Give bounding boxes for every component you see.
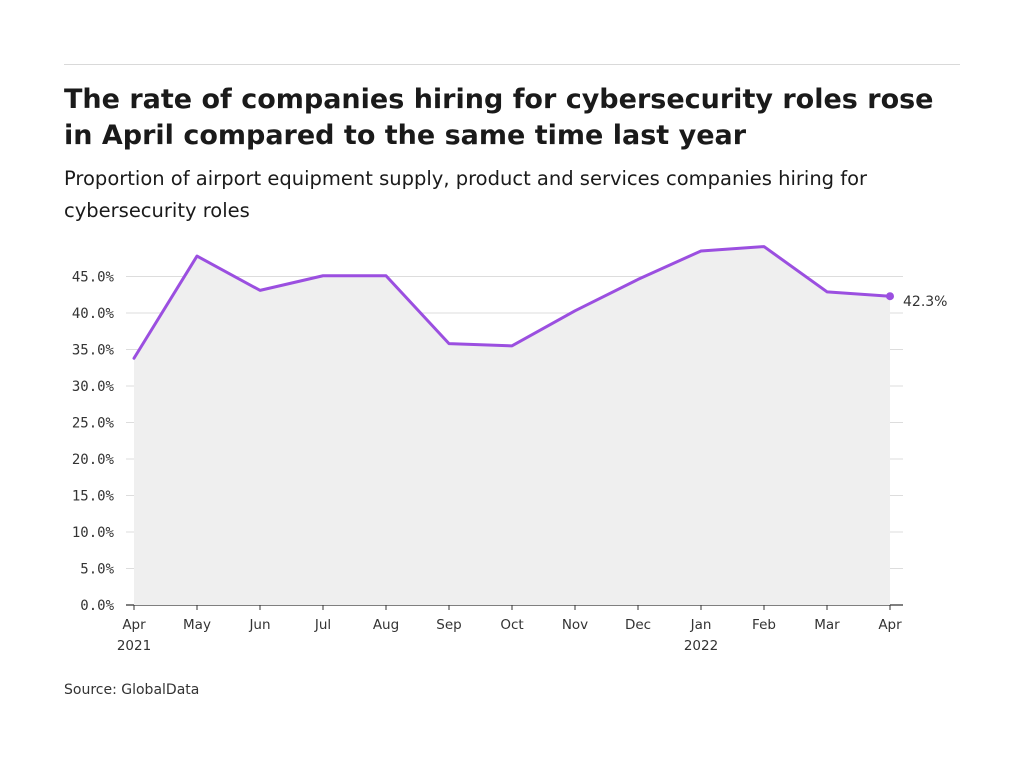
x-tick-label: Nov — [562, 617, 588, 633]
x-tick-label: Jun — [248, 617, 270, 633]
x-axis-ticks: Apr 2021 May Jun Jul Aug Sep Oct Nov Dec Jan 2022 Fe… — [117, 605, 902, 654]
chart-subtitle: Proportion of airport equipment supply, … — [64, 167, 868, 222]
x-tick-label: May — [183, 617, 211, 633]
y-tick-label: 15.0% — [72, 489, 115, 505]
end-value-label: 42.3% — [903, 294, 947, 310]
y-tick-label: 10.0% — [72, 525, 115, 541]
data-label-layer: 42.3% — [903, 294, 947, 310]
source-note: Source: GlobalData — [64, 682, 200, 698]
series-line-layer — [132, 245, 894, 360]
y-tick-label: 0.0% — [80, 598, 114, 614]
y-tick-label: 40.0% — [72, 306, 115, 322]
x-tick-label: Dec — [625, 617, 651, 633]
y-tick-label: 35.0% — [72, 343, 115, 359]
chart-title: The rate of companies hiring for cyberse… — [64, 84, 934, 151]
area-fill-layer — [134, 246, 890, 605]
y-tick-label: 30.0% — [72, 379, 115, 395]
x-tick-label: Mar — [814, 617, 840, 633]
area-fill — [134, 246, 890, 605]
y-tick-label: 20.0% — [72, 452, 115, 468]
x-tick-label: Oct — [500, 617, 523, 633]
x-tick-year-label: 2022 — [684, 638, 718, 654]
x-tick-label: Aug — [373, 617, 399, 633]
x-tick-label: Apr — [122, 617, 146, 633]
y-tick-label: 45.0% — [72, 270, 115, 286]
x-tick-label: Sep — [436, 617, 461, 633]
x-tick-label: Apr — [878, 617, 902, 633]
y-tick-label: 5.0% — [80, 562, 114, 578]
x-tick-label: Jul — [314, 617, 331, 633]
end-point-marker — [886, 292, 894, 301]
top-rule — [64, 64, 960, 65]
x-tick-label: Feb — [752, 617, 776, 633]
y-tick-label: 25.0% — [72, 416, 115, 432]
y-axis-ticks: 0.0% 5.0% 10.0% 15.0% 20.0% 25.0% 30.0% 35.0% 40… — [72, 270, 115, 615]
x-tick-label: Jan — [690, 617, 712, 633]
series-line — [132, 245, 892, 360]
x-tick-year-label: 2021 — [117, 638, 151, 654]
